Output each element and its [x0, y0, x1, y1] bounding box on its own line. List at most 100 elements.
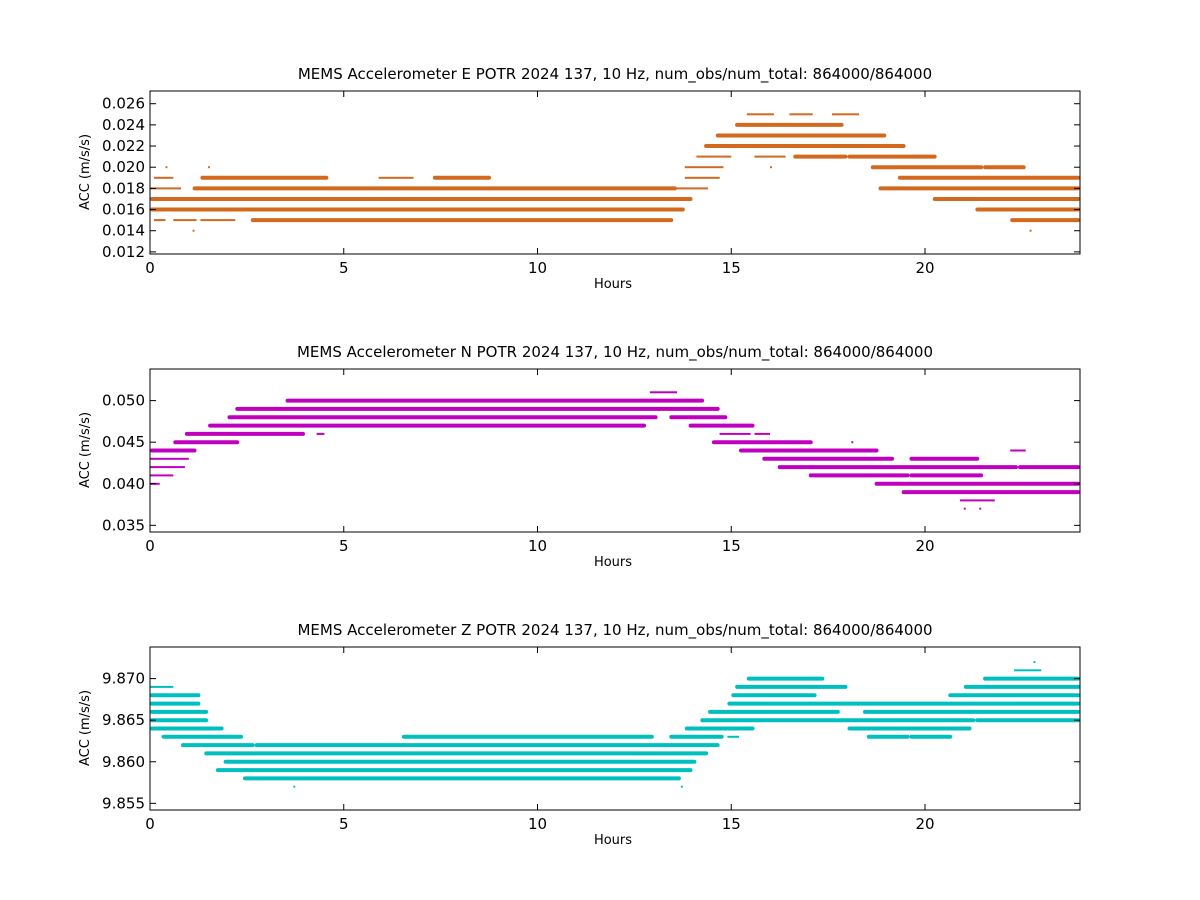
panel-east-data-band: [200, 175, 329, 180]
panel-vertical-data-band: [669, 734, 724, 739]
panel-north-ticks: 0 5 10 15 20 0.035 0.040 0.045 0.050: [102, 369, 1080, 555]
panel-north-data-band: [1010, 449, 1026, 452]
panel-vertical-x-tick-label: 5: [339, 815, 349, 833]
panel-east-data-band: [696, 155, 732, 158]
panel-north-y-tick-label: 0.035: [102, 516, 145, 534]
panel-east-data-band: [192, 186, 677, 191]
panel-east-data-band: [165, 166, 168, 169]
panel-vertical-data-band: [1014, 669, 1042, 672]
panel-north-data-band: [150, 457, 189, 460]
panel-east-y-tick-label: 0.026: [102, 95, 145, 113]
panel-east-ticks: 0 5 10 15 20 0.012 0.014 0.016 0.018 0.020 0.022 0.…: [102, 91, 1080, 277]
panel-east-xlabel: Hours: [594, 277, 632, 292]
panel-east-data-band: [208, 166, 210, 169]
panel-north-y-tick-label: 0.045: [102, 433, 145, 451]
panel-vertical-title: MEMS Accelerometer Z POTR 2024 137, 10 H…: [297, 621, 932, 640]
panel-vertical-data-band: [700, 718, 976, 723]
panel-east-y-tick-label: 0.018: [102, 179, 145, 197]
panel-north-data-band: [762, 456, 894, 461]
panel-vertical-data-band: [948, 693, 1081, 698]
panel-north-data-band: [874, 481, 1080, 486]
panel-vertical-data-band: [975, 718, 1080, 723]
panel-north-data-band: [184, 431, 305, 436]
panel-east-data-band: [897, 175, 1080, 180]
panel-east-y-tick-label: 0.022: [102, 137, 145, 155]
panel-vertical-data-band: [847, 726, 972, 731]
panel-vertical-data-band: [150, 701, 201, 706]
panel-vertical-data-band: [727, 735, 739, 738]
panel-east-data-band: [932, 197, 1081, 201]
panel-vertical-data-band: [243, 776, 681, 781]
panel-east-y-tick-label: 0.016: [102, 201, 145, 219]
panel-east-data-band: [847, 154, 937, 159]
panel-east-data-band: [870, 165, 984, 170]
panel-north-title: MEMS Accelerometer N POTR 2024 137, 10 H…: [297, 343, 933, 362]
panel-east-y-tick-label: 0.024: [102, 116, 145, 134]
panel-east-data-band: [378, 176, 414, 179]
panel-east-data-band: [150, 207, 685, 212]
panel-vertical-data-band: [684, 726, 755, 731]
panel-north-data-band: [688, 423, 755, 428]
panel-north-data-band: [711, 440, 813, 445]
panel-vertical-ylabel: ACC (m/s/s): [78, 690, 93, 766]
panel-east-marks: [150, 113, 1081, 232]
panel-vertical-data-band: [150, 718, 209, 723]
panel-north-data-band: [808, 473, 910, 478]
panel-east-x-tick-label: 0: [145, 259, 155, 277]
panel-vertical-xlabel: Hours: [594, 833, 632, 848]
panel-vertical-data-band: [735, 684, 848, 689]
panel-vertical-data-band: [254, 743, 720, 748]
panel-vertical-data-band: [150, 726, 224, 731]
panel-east-x-tick-label: 10: [528, 259, 547, 277]
panel-east-data-band: [746, 113, 774, 116]
panel-vertical-data-band: [983, 676, 1080, 681]
panel-north: MEMS Accelerometer N POTR 2024 137, 10 H…: [78, 343, 1081, 570]
panel-north-data-band: [669, 415, 728, 420]
panel-east-data-band: [684, 176, 720, 179]
panel-north-y-tick-label: 0.040: [102, 475, 145, 493]
panel-north-data-band: [150, 466, 185, 469]
panel-east-data-band: [1029, 229, 1032, 232]
panel-east-data-band: [975, 207, 1080, 212]
panel-north-x-tick-label: 5: [339, 537, 349, 555]
panel-vertical-y-tick-label: 9.860: [102, 753, 145, 771]
panel-north-y-tick-label: 0.050: [102, 392, 145, 410]
panel-north-data-band: [150, 448, 197, 453]
panel-vertical-x-tick-label: 10: [528, 815, 547, 833]
panel-vertical-ticks: 0 5 10 15 20 9.855 9.860 9.865 9.870: [102, 647, 1080, 833]
panel-north-data-band: [150, 474, 174, 477]
panel-vertical-y-tick-label: 9.865: [102, 711, 145, 729]
panel-north-ylabel: ACC (m/s/s): [78, 412, 93, 488]
panel-vertical-x-tick-label: 0: [145, 815, 155, 833]
panel-vertical-data-band: [866, 734, 910, 739]
panel-vertical-data-band: [401, 734, 654, 739]
panel-east-data-band: [704, 144, 906, 148]
panel-east-y-tick-label: 0.014: [102, 222, 145, 240]
panel-north-x-tick-label: 20: [915, 537, 934, 555]
panel-east-data-band: [983, 165, 1026, 170]
panel-vertical-data-band: [215, 768, 693, 773]
panel-east: MEMS Accelerometer E POTR 2024 137, 10 H…: [78, 65, 1081, 292]
panel-vertical-y-tick-label: 9.870: [102, 670, 145, 688]
panel-north-data-band: [649, 391, 677, 394]
panel-east-data-band: [789, 113, 813, 116]
panel-vertical-data-band: [1033, 661, 1036, 663]
panel-north-data-band: [719, 432, 751, 435]
panel-vertical-data-band: [708, 709, 840, 714]
panel-north-data-band: [285, 398, 705, 403]
panel-east-data-band: [432, 175, 491, 180]
panel-east-data-band: [878, 186, 1080, 191]
panel-vertical-data-band: [746, 676, 825, 681]
panel-vertical-plot-frame: [149, 646, 1081, 811]
panel-east-ylabel: ACC (m/s/s): [78, 134, 93, 210]
panel-east-data-band: [153, 176, 174, 179]
panel-vertical-data-band: [909, 734, 953, 739]
panel-east-plot-frame: [149, 90, 1081, 255]
panel-east-data-band: [150, 197, 693, 201]
panel-east-data-band: [684, 166, 724, 169]
panel-north-data-band: [909, 473, 984, 478]
panel-east-data-band: [250, 218, 674, 223]
panel-north-data-band: [227, 415, 658, 420]
panel-vertical-marks: [150, 661, 1081, 788]
